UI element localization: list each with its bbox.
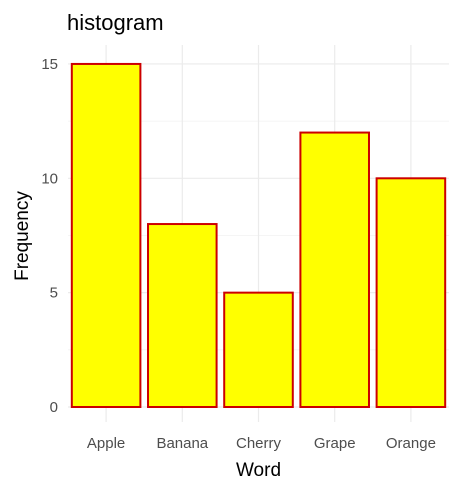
y-tick-label: 0 xyxy=(50,399,58,416)
y-axis-label: Frequency xyxy=(12,191,33,281)
bar-banana xyxy=(147,223,218,408)
y-tick-label: 15 xyxy=(41,56,58,73)
x-axis-ticks: Apple Banana Cherry Grape Orange xyxy=(87,435,436,452)
bar-cherry xyxy=(223,291,294,408)
bar-apple xyxy=(70,62,142,408)
y-axis-ticks: 0 5 10 15 xyxy=(41,56,58,416)
y-tick-label: 5 xyxy=(50,285,58,302)
bars xyxy=(70,62,447,408)
x-tick-label: Grape xyxy=(314,435,356,452)
y-tick-label: 10 xyxy=(41,170,58,187)
x-tick-label: Orange xyxy=(386,435,436,452)
bar-orange xyxy=(375,177,447,408)
x-tick-label: Apple xyxy=(87,435,125,452)
x-tick-label: Cherry xyxy=(236,435,282,452)
chart-title: histogram xyxy=(67,10,164,35)
bar-grape xyxy=(299,131,370,408)
x-axis-label: Word xyxy=(236,460,281,481)
x-tick-label: Banana xyxy=(156,435,208,452)
